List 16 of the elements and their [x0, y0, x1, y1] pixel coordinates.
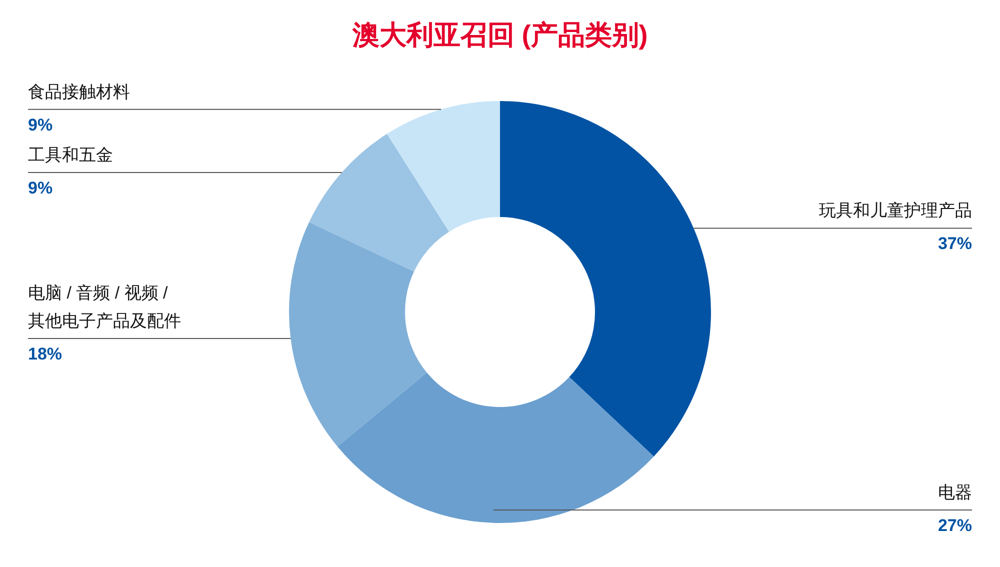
- slice-label: 电器: [938, 483, 972, 502]
- slice-label: 电脑 / 音频 / 视频 / 其他电子产品及配件: [28, 283, 181, 330]
- slice-label: 玩具和儿童护理产品: [819, 201, 972, 220]
- chart-title: 澳大利亚召回 (产品类别): [351, 20, 648, 50]
- donut-slice: [386, 101, 500, 232]
- data-label: 27%: [938, 516, 972, 535]
- donut-slice: [309, 134, 450, 272]
- donut-slice: [500, 101, 711, 456]
- donut-slice: [289, 222, 427, 446]
- slice-label: 工具和五金: [28, 145, 113, 164]
- data-label: 37%: [938, 234, 972, 254]
- donut-slice: [337, 372, 654, 523]
- data-label: 9%: [28, 115, 53, 134]
- slice-label: 食品接触材料: [28, 82, 130, 102]
- data-label: 18%: [28, 344, 62, 364]
- data-label: 9%: [28, 178, 53, 198]
